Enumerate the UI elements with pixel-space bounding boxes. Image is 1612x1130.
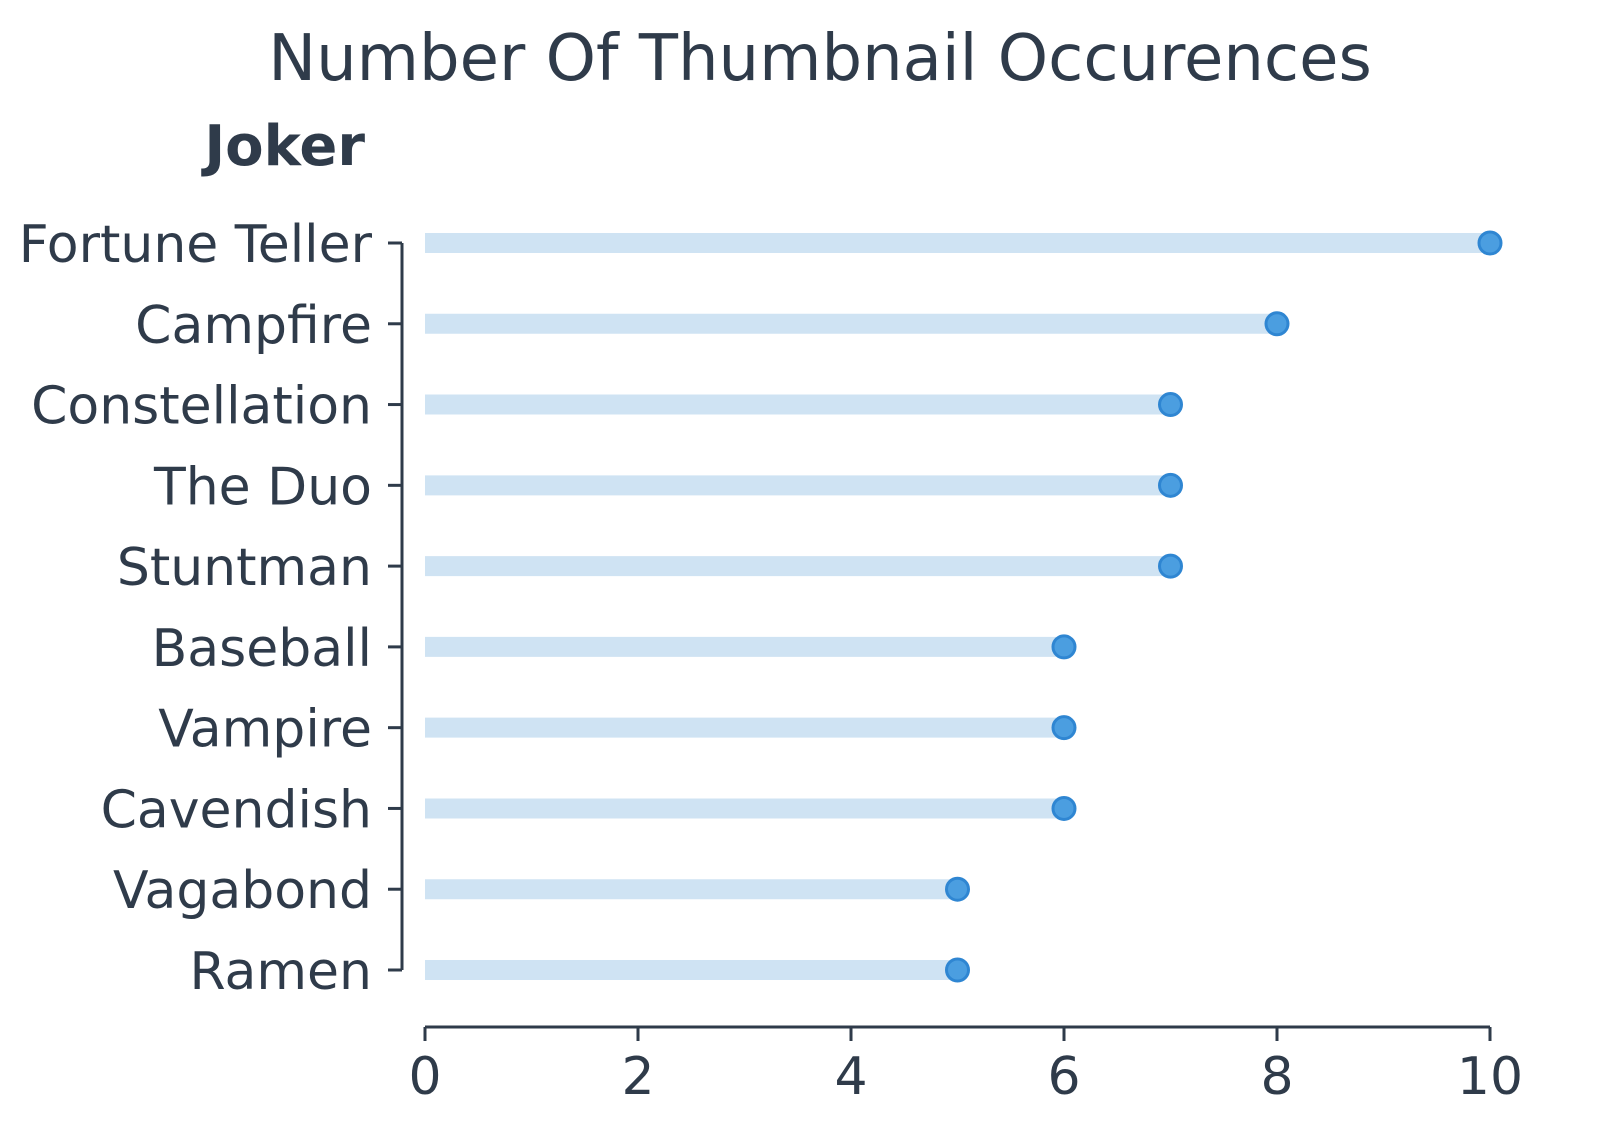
y-tick-label: Vagabond xyxy=(113,861,372,921)
chart-title: Number Of Thumbnail Occurences xyxy=(268,22,1372,96)
y-tick-label: Fortune Teller xyxy=(19,215,373,275)
lollipop-marker xyxy=(1477,230,1503,256)
lollipop-marker xyxy=(1051,634,1077,660)
x-tick-label: 0 xyxy=(408,1047,441,1107)
chart-subtitle: Joker xyxy=(200,114,365,179)
y-tick-label: Stuntman xyxy=(117,538,372,598)
x-tick-label: 10 xyxy=(1457,1047,1523,1107)
x-tick-label: 8 xyxy=(1260,1047,1293,1107)
plot-area: Fortune Teller Campfire Constellation The D… xyxy=(19,215,1523,1107)
y-tick-label: Constellation xyxy=(31,377,372,437)
lollipop-marker xyxy=(1158,553,1183,579)
lollipop-marker xyxy=(1158,472,1183,498)
lollipop-marker xyxy=(945,957,970,983)
y-tick-label: Baseball xyxy=(152,619,372,679)
lollipop-marker xyxy=(945,876,970,902)
lollipop-marker xyxy=(1051,715,1077,741)
y-tick-label: The Duo xyxy=(153,457,372,517)
y-tick-label: Vampire xyxy=(158,700,372,760)
x-tick-label: 2 xyxy=(621,1047,654,1107)
y-tick-label: Ramen xyxy=(190,942,372,1002)
x-tick-label: 4 xyxy=(834,1047,867,1107)
lollipop-marker xyxy=(1264,311,1290,337)
y-tick-label: Cavendish xyxy=(101,780,372,840)
y-tick-label: Campfire xyxy=(135,296,372,356)
x-tick-label: 6 xyxy=(1047,1047,1080,1107)
lollipop-marker xyxy=(1051,795,1077,821)
lollipop-marker xyxy=(1158,392,1183,418)
